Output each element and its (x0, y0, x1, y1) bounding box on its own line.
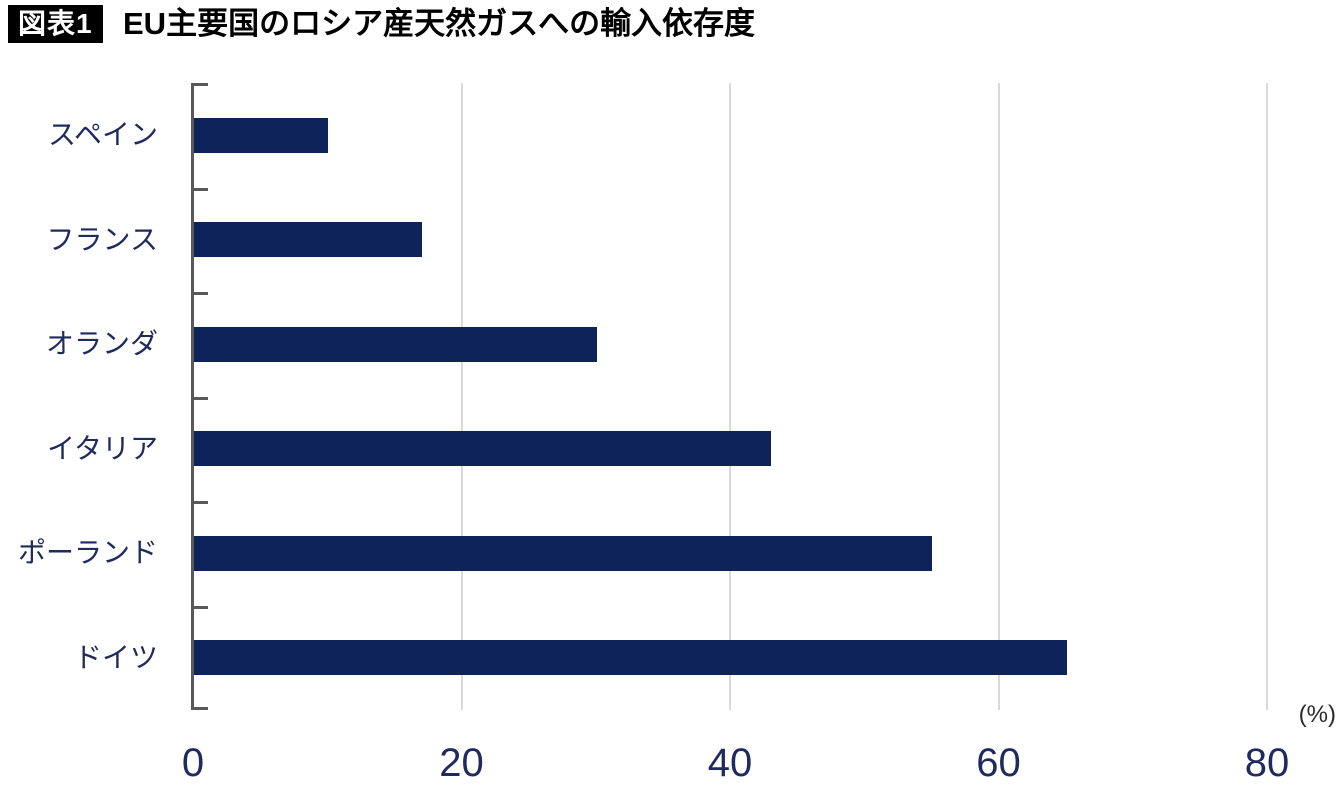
y-axis-tick (194, 605, 208, 609)
category-label-ポーランド: ポーランド (17, 537, 158, 569)
gridline-20 (460, 83, 463, 710)
bar-フランス (194, 222, 423, 258)
x-tick-label-80: 80 (1244, 741, 1290, 785)
category-label-ドイツ: ドイツ (73, 641, 158, 673)
bar-オランダ (194, 326, 597, 362)
y-axis-tick (194, 707, 208, 710)
y-axis-tick (194, 501, 208, 504)
unit-label: (%) (1298, 701, 1336, 728)
category-label-フランス: フランス (46, 223, 158, 255)
bar-イタリア (194, 431, 772, 467)
x-tick-label-0: 0 (181, 741, 205, 785)
gridline-60 (997, 83, 1000, 710)
bar-ドイツ (194, 640, 1067, 676)
x-tick-label-20: 20 (439, 741, 484, 785)
y-axis-tick (194, 292, 208, 295)
gridline-80 (1266, 83, 1268, 710)
bar-スペイン (194, 117, 329, 153)
y-axis-tick (194, 187, 208, 191)
category-label-オランダ: オランダ (45, 328, 158, 360)
y-axis-line (191, 83, 194, 710)
y-axis-tick (194, 83, 208, 86)
y-axis-tick (194, 396, 208, 400)
chart-title: EU主要国のロシア産天然ガスへの輸入依存度 (123, 6, 756, 41)
figure-badge: 図表1 (8, 5, 103, 43)
bar-ポーランド (194, 535, 933, 571)
gridline-40 (729, 83, 731, 710)
category-label-スペイン: スペイン (47, 119, 158, 151)
x-tick-label-60: 60 (976, 741, 1021, 785)
x-tick-label-40: 40 (707, 741, 753, 785)
category-label-イタリア: イタリア (47, 432, 158, 464)
